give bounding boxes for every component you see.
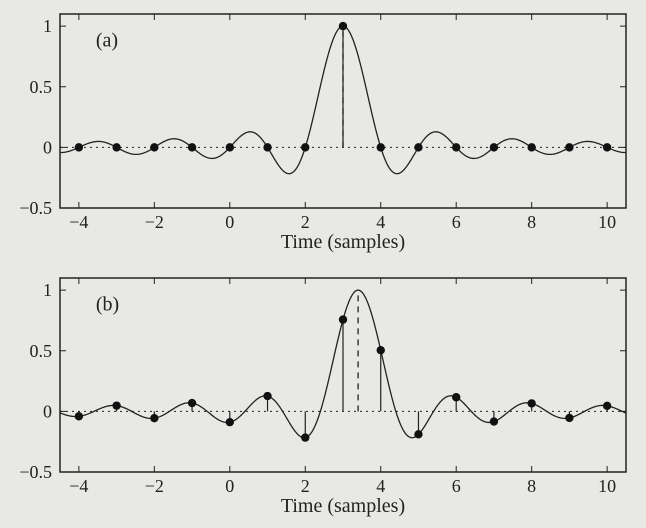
sample-marker <box>339 315 347 323</box>
xtick-label: −2 <box>145 476 164 496</box>
xtick-label: 0 <box>225 476 234 496</box>
ytick-label: 0 <box>43 401 52 421</box>
sample-marker <box>377 346 385 354</box>
sample-marker <box>452 393 460 401</box>
sample-marker <box>263 143 271 151</box>
xtick-label: 4 <box>376 476 385 496</box>
sample-marker <box>301 433 309 441</box>
sample-marker <box>339 22 347 30</box>
sample-marker <box>565 414 573 422</box>
ytick-label: 0.5 <box>30 77 53 97</box>
xtick-label: 10 <box>598 476 616 496</box>
sample-marker <box>226 143 234 151</box>
sample-marker <box>565 143 573 151</box>
ytick-label: −0.5 <box>19 462 52 482</box>
xtick-label: −2 <box>145 212 164 232</box>
sample-marker <box>75 143 83 151</box>
ytick-label: −0.5 <box>19 198 52 218</box>
xtick-label: 0 <box>225 212 234 232</box>
sample-marker <box>527 143 535 151</box>
xtick-label: 6 <box>452 476 461 496</box>
panel-label: (b) <box>96 294 119 316</box>
sample-marker <box>188 143 196 151</box>
sample-marker <box>603 402 611 410</box>
sample-marker <box>263 392 271 400</box>
panel-label: (a) <box>96 30 118 52</box>
ytick-label: 0 <box>43 137 52 157</box>
ytick-label: 1 <box>43 16 52 36</box>
xlabel: Time (samples) <box>281 231 405 253</box>
xtick-label: 8 <box>527 212 536 232</box>
sample-marker <box>301 143 309 151</box>
sample-marker <box>490 143 498 151</box>
figure-root: −4−20246810−0.500.51Time (samples)(a)−4−… <box>0 0 646 528</box>
sample-marker <box>188 399 196 407</box>
sample-marker <box>226 418 234 426</box>
ytick-label: 0.5 <box>30 341 53 361</box>
xtick-label: 10 <box>598 212 616 232</box>
sample-marker <box>75 412 83 420</box>
figure-svg: −4−20246810−0.500.51Time (samples)(a)−4−… <box>0 0 646 528</box>
xtick-label: −4 <box>69 476 88 496</box>
sample-marker <box>452 143 460 151</box>
sample-marker <box>603 143 611 151</box>
sample-marker <box>527 399 535 407</box>
xtick-label: 8 <box>527 476 536 496</box>
ytick-label: 1 <box>43 280 52 300</box>
sample-marker <box>150 414 158 422</box>
sample-marker <box>377 143 385 151</box>
sample-marker <box>490 417 498 425</box>
xtick-label: 4 <box>376 212 385 232</box>
sample-marker <box>414 143 422 151</box>
sample-marker <box>112 401 120 409</box>
sample-marker <box>414 430 422 438</box>
sample-marker <box>112 143 120 151</box>
xlabel: Time (samples) <box>281 495 405 517</box>
sample-marker <box>150 143 158 151</box>
xtick-label: 2 <box>301 476 310 496</box>
xtick-label: −4 <box>69 212 88 232</box>
xtick-label: 2 <box>301 212 310 232</box>
xtick-label: 6 <box>452 212 461 232</box>
